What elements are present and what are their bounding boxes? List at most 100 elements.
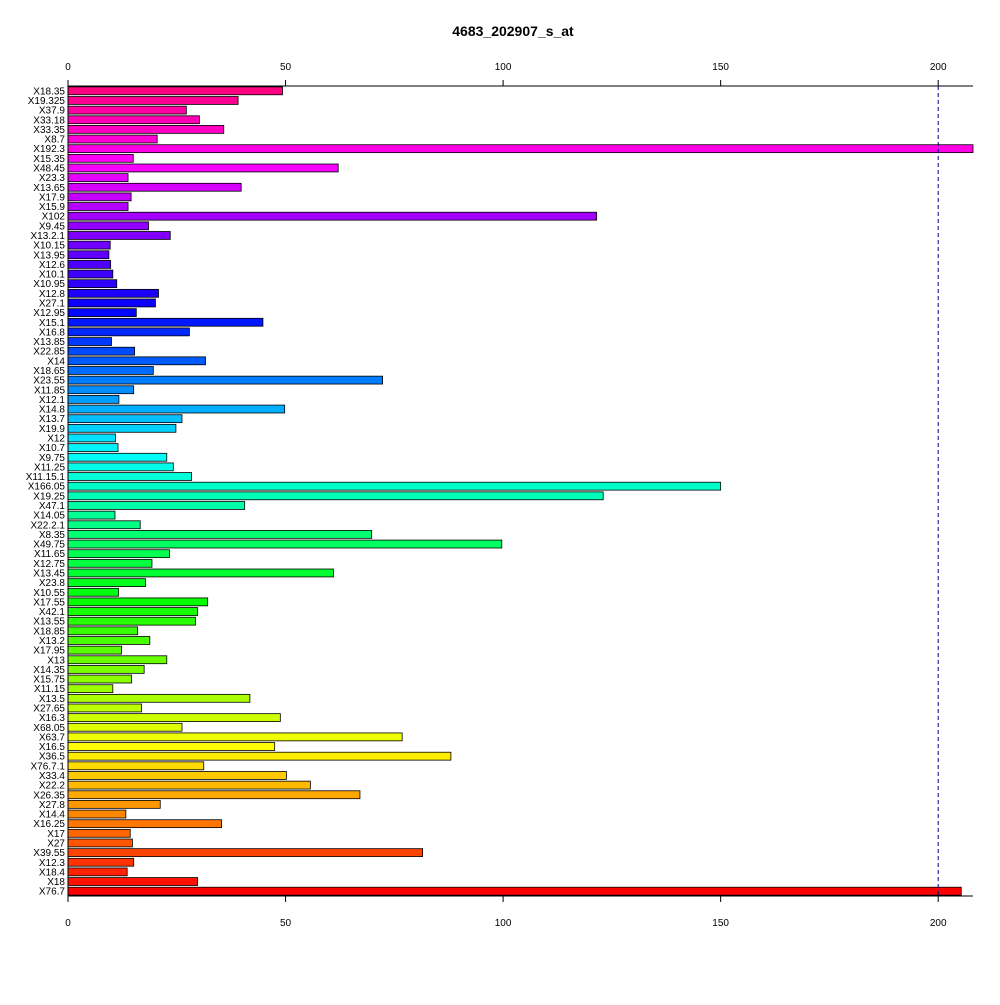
category-label: X36.5 <box>39 752 66 763</box>
bar-X33.35 <box>67 125 225 134</box>
category-label: X17 <box>47 829 65 840</box>
category-label: X13.45 <box>33 568 65 579</box>
category-label: X14.05 <box>33 511 65 522</box>
bar-X47.1 <box>67 501 246 510</box>
category-label: X76.7.1 <box>31 761 66 772</box>
bar-X42.1 <box>67 607 199 616</box>
bar-X27 <box>67 838 133 848</box>
bar-X13.7 <box>67 414 183 424</box>
top-tick-label: 50 <box>280 62 292 73</box>
bar-X10.15 <box>67 240 111 250</box>
bar-X12.6 <box>67 260 112 269</box>
bar-X13.55 <box>67 616 196 626</box>
bar-X9.75 <box>67 452 168 462</box>
bar-X192.3 <box>67 144 974 154</box>
category-label: X18.35 <box>33 86 65 97</box>
category-label: X11.15 <box>34 684 65 695</box>
bar-X166.05 <box>67 481 722 491</box>
category-label: X10.55 <box>33 588 65 599</box>
bar-X10.1 <box>67 269 114 279</box>
bar-X26.35 <box>67 790 361 800</box>
category-label: X13.95 <box>33 250 65 261</box>
category-label: X18 <box>47 877 65 888</box>
category-label: X12.1 <box>39 395 66 406</box>
category-label: X49.75 <box>33 540 65 551</box>
bar-X15.9 <box>67 202 129 211</box>
category-label: X16.5 <box>39 742 66 753</box>
bar-X11.65 <box>67 549 170 559</box>
category-label: X102 <box>42 212 66 223</box>
category-label: X13.5 <box>39 694 66 705</box>
bar-X12.1 <box>67 395 120 404</box>
bar-X27.8 <box>67 800 161 809</box>
bar-X22.85 <box>67 346 135 356</box>
category-label: X13.85 <box>33 337 65 348</box>
category-label: X22.2 <box>39 781 66 792</box>
bar-X48.45 <box>67 163 339 173</box>
category-label: X12.75 <box>33 559 65 570</box>
bar-X13.95 <box>67 250 110 260</box>
category-label: X19.325 <box>28 96 66 107</box>
bar-X36.5 <box>67 751 452 761</box>
category-label: X11.15.1 <box>26 472 66 483</box>
category-label: X39.55 <box>33 848 65 859</box>
bottom-tick-label: 50 <box>280 918 292 929</box>
bar-X17.95 <box>67 645 122 655</box>
category-label: X13.65 <box>33 183 65 194</box>
category-label: X18.65 <box>33 366 65 377</box>
bar-X18.35 <box>67 86 283 96</box>
bar-X10.55 <box>67 587 119 597</box>
bar-X12.75 <box>67 558 153 568</box>
category-label: X12 <box>47 433 65 444</box>
bottom-tick-label: 200 <box>930 918 947 929</box>
category-label: X166.05 <box>28 482 66 493</box>
bar-X23.8 <box>67 578 146 587</box>
bar-X37.9 <box>67 105 187 115</box>
bar-X13.2 <box>67 636 151 645</box>
axes-layer: 0 0 50 50 100 100 150 150 200 200 <box>65 62 973 929</box>
category-label: X16.8 <box>39 327 66 338</box>
bar-X16.3 <box>67 713 281 722</box>
bar-X8.7 <box>67 134 158 144</box>
bar-X49.75 <box>67 539 503 549</box>
category-label: X23.55 <box>33 376 65 387</box>
bar-X63.7 <box>67 732 403 742</box>
bar-X14.35 <box>67 665 145 674</box>
bar-X22.2 <box>67 780 311 790</box>
bar-X19.9 <box>67 423 177 433</box>
category-label: X15.35 <box>33 154 65 165</box>
bottom-tick-label: 0 <box>65 918 71 929</box>
chart-title: 4683_202907_s_at <box>452 23 574 39</box>
category-label: X13.2.1 <box>31 231 66 242</box>
bar-X39.55 <box>67 848 424 857</box>
bar-X12.95 <box>67 308 137 317</box>
category-label: X13 <box>47 655 65 666</box>
category-label: X27.65 <box>33 703 65 714</box>
category-label: X42.1 <box>39 607 66 618</box>
bar-X23.3 <box>67 173 129 182</box>
category-label: X14 <box>47 356 65 367</box>
category-label: X10.15 <box>33 241 65 252</box>
category-label: X23.8 <box>39 578 66 589</box>
category-label: X33.35 <box>33 125 65 136</box>
category-label: X14.35 <box>33 665 65 676</box>
category-label: X19.9 <box>39 424 66 435</box>
bar-X10.95 <box>67 279 118 289</box>
category-label: X33.18 <box>33 115 65 126</box>
category-label: X10.7 <box>39 443 66 454</box>
bar-X9.45 <box>67 221 149 231</box>
category-label: X9.75 <box>39 453 66 464</box>
bar-X17.55 <box>67 597 209 607</box>
bar-X14 <box>67 356 206 366</box>
category-label: X11.65 <box>34 549 65 560</box>
category-label: X11.25 <box>34 462 65 473</box>
category-label: X17.55 <box>33 597 65 608</box>
category-label: X12.95 <box>33 308 65 319</box>
category-label: X27.1 <box>39 298 66 309</box>
bar-X102 <box>67 211 598 221</box>
bar-X76.7.1 <box>67 761 205 771</box>
category-label: X48.45 <box>33 163 65 174</box>
category-label: X15.9 <box>39 202 66 213</box>
